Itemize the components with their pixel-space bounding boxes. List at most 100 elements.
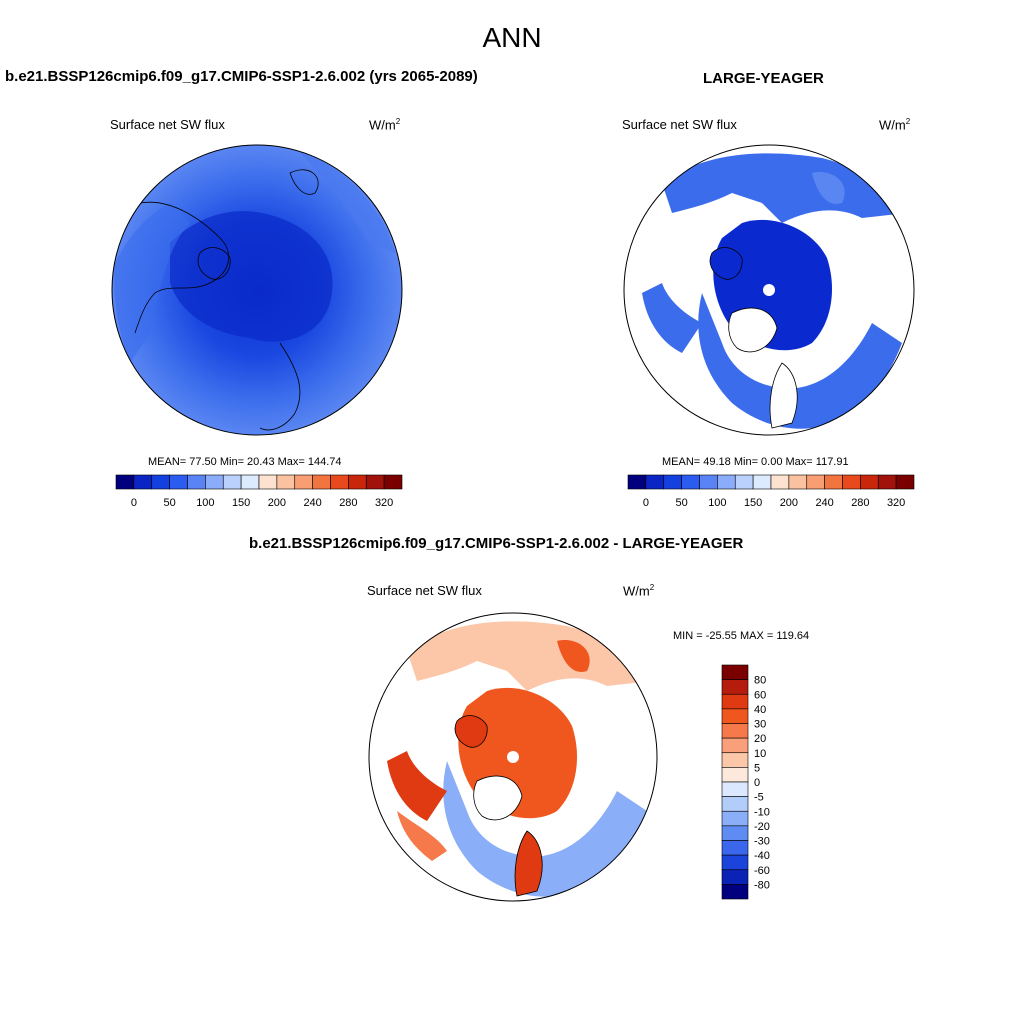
diff-map-west-band	[387, 751, 447, 821]
right-units-text: W/m	[879, 117, 906, 133]
diff-map-atlantic-patch	[397, 811, 447, 861]
diff-colorbar-box	[721, 664, 749, 680]
diff-colorbar-label: 20	[754, 733, 766, 745]
left-map-arctic-core	[170, 211, 333, 342]
diff-colorbar-label: -20	[754, 821, 770, 833]
diff-colorbar-label: 0	[754, 777, 760, 789]
right-colorbar-box	[877, 474, 897, 490]
right-colorbar: 0 50 100 150 200 240 280 320	[627, 474, 915, 509]
right-colorbar-label: 50	[676, 497, 688, 509]
left-map-band	[114, 203, 190, 363]
diff-map-alaska	[557, 640, 590, 672]
diff-stats: MIN = -25.55 MAX = 119.64	[673, 630, 810, 642]
diff-polar-map	[368, 612, 658, 902]
right-colorbar-label: 200	[780, 497, 798, 509]
diff-colorbar-box	[721, 825, 749, 841]
left-colorbar-label: 240	[303, 497, 321, 509]
diff-colorbar-box	[721, 708, 749, 724]
left-coastline-island	[197, 247, 231, 280]
right-colorbar-box	[824, 474, 843, 490]
right-map-west-band	[642, 283, 702, 353]
diff-colorbar-label: -80	[754, 879, 770, 891]
diff-colorbar-label: 80	[754, 675, 766, 687]
left-colorbar-box	[276, 474, 296, 490]
diff-colorbar-box	[721, 723, 749, 739]
diff-colorbar-label: -30	[754, 836, 770, 848]
right-variable-label: Surface net SW flux	[622, 117, 737, 132]
diff-colorbar-label: -40	[754, 850, 770, 862]
left-colorbar-label: 150	[232, 497, 250, 509]
diff-units-text: W/m	[623, 583, 650, 599]
diff-colorbar-box	[721, 840, 749, 856]
diff-colorbar-box	[721, 796, 749, 812]
left-colorbar-label: 320	[375, 497, 393, 509]
right-map-greenland	[728, 307, 778, 353]
left-colorbar-box	[383, 474, 403, 490]
diff-colorbar-label: -5	[754, 792, 764, 804]
left-colorbar-box	[312, 474, 331, 490]
left-colorbar-box	[294, 474, 313, 490]
diff-colorbar-box	[721, 884, 749, 900]
left-map-border	[111, 144, 403, 436]
left-colorbar-box	[187, 474, 206, 490]
right-colorbar-box	[770, 474, 790, 490]
right-colorbar-box	[860, 474, 879, 490]
left-colorbar-box	[133, 474, 153, 490]
diff-map-pole-hole	[507, 751, 519, 763]
right-polar-map	[623, 144, 915, 436]
left-coastline-europe	[259, 342, 301, 431]
diff-colorbar-box	[721, 693, 749, 710]
left-colorbar-box	[205, 474, 224, 490]
left-colorbar-label: 200	[268, 497, 286, 509]
diff-map-scandinavia	[514, 830, 543, 897]
left-colorbar-box	[169, 474, 188, 490]
right-colorbar-box	[788, 474, 808, 490]
left-colorbar-box	[240, 474, 260, 490]
left-colorbar-label: 100	[196, 497, 214, 509]
left-variable-label: Surface net SW flux	[110, 117, 225, 132]
left-colorbar-box	[330, 474, 349, 490]
right-colorbar-box	[806, 474, 825, 490]
right-map-north-band	[662, 153, 907, 223]
right-colorbar-box	[734, 474, 754, 490]
right-map-archipelago	[709, 247, 743, 280]
right-colorbar-box	[627, 474, 647, 490]
diff-units-exponent: 2	[649, 583, 655, 592]
right-colorbar-label: 0	[643, 497, 649, 509]
left-colorbar-box	[115, 474, 135, 490]
diff-units-label: W/m2	[623, 583, 654, 598]
left-colorbar-label: 280	[339, 497, 357, 509]
right-colorbar-box	[645, 474, 665, 490]
left-colorbar-box	[151, 474, 170, 490]
left-colorbar-box	[222, 474, 242, 490]
right-colorbar-box	[752, 474, 772, 490]
right-units-label: W/m2	[879, 117, 910, 132]
right-colorbar-box	[681, 474, 700, 490]
diff-colorbar-label: 40	[754, 704, 766, 716]
left-coastline	[134, 201, 229, 334]
diff-colorbar-box	[721, 854, 749, 871]
diff-map-north-band	[407, 621, 652, 691]
right-colorbar-label: 150	[744, 497, 762, 509]
diff-colorbar-label: -60	[754, 865, 770, 877]
right-map-pole-hole	[763, 284, 775, 296]
diff-colorbar-box	[721, 810, 749, 827]
right-units-exponent: 2	[905, 117, 911, 126]
left-panel-title: b.e21.BSSP126cmip6.f09_g17.CMIP6-SSP1-2.…	[5, 68, 478, 85]
diff-map-greenland	[473, 775, 523, 821]
diff-map-south-band	[443, 761, 647, 897]
left-colorbar-box	[348, 474, 367, 490]
right-map-border	[623, 144, 915, 436]
left-colorbar-label: 50	[164, 497, 176, 509]
diff-colorbar-label: 60	[754, 689, 766, 701]
diff-colorbar-label: 30	[754, 719, 766, 731]
left-units-label: W/m2	[369, 117, 400, 132]
diff-map-border	[368, 612, 658, 902]
right-map-south-band	[698, 293, 902, 429]
right-colorbar-label: 320	[887, 497, 905, 509]
diff-colorbar-label: -10	[754, 806, 770, 818]
left-coastline-alaska	[289, 169, 319, 195]
diff-colorbar-label: 5	[754, 762, 760, 774]
left-polar-map	[111, 144, 403, 436]
left-colorbar: 0 50 100 150 200 240 280 320	[115, 474, 403, 509]
